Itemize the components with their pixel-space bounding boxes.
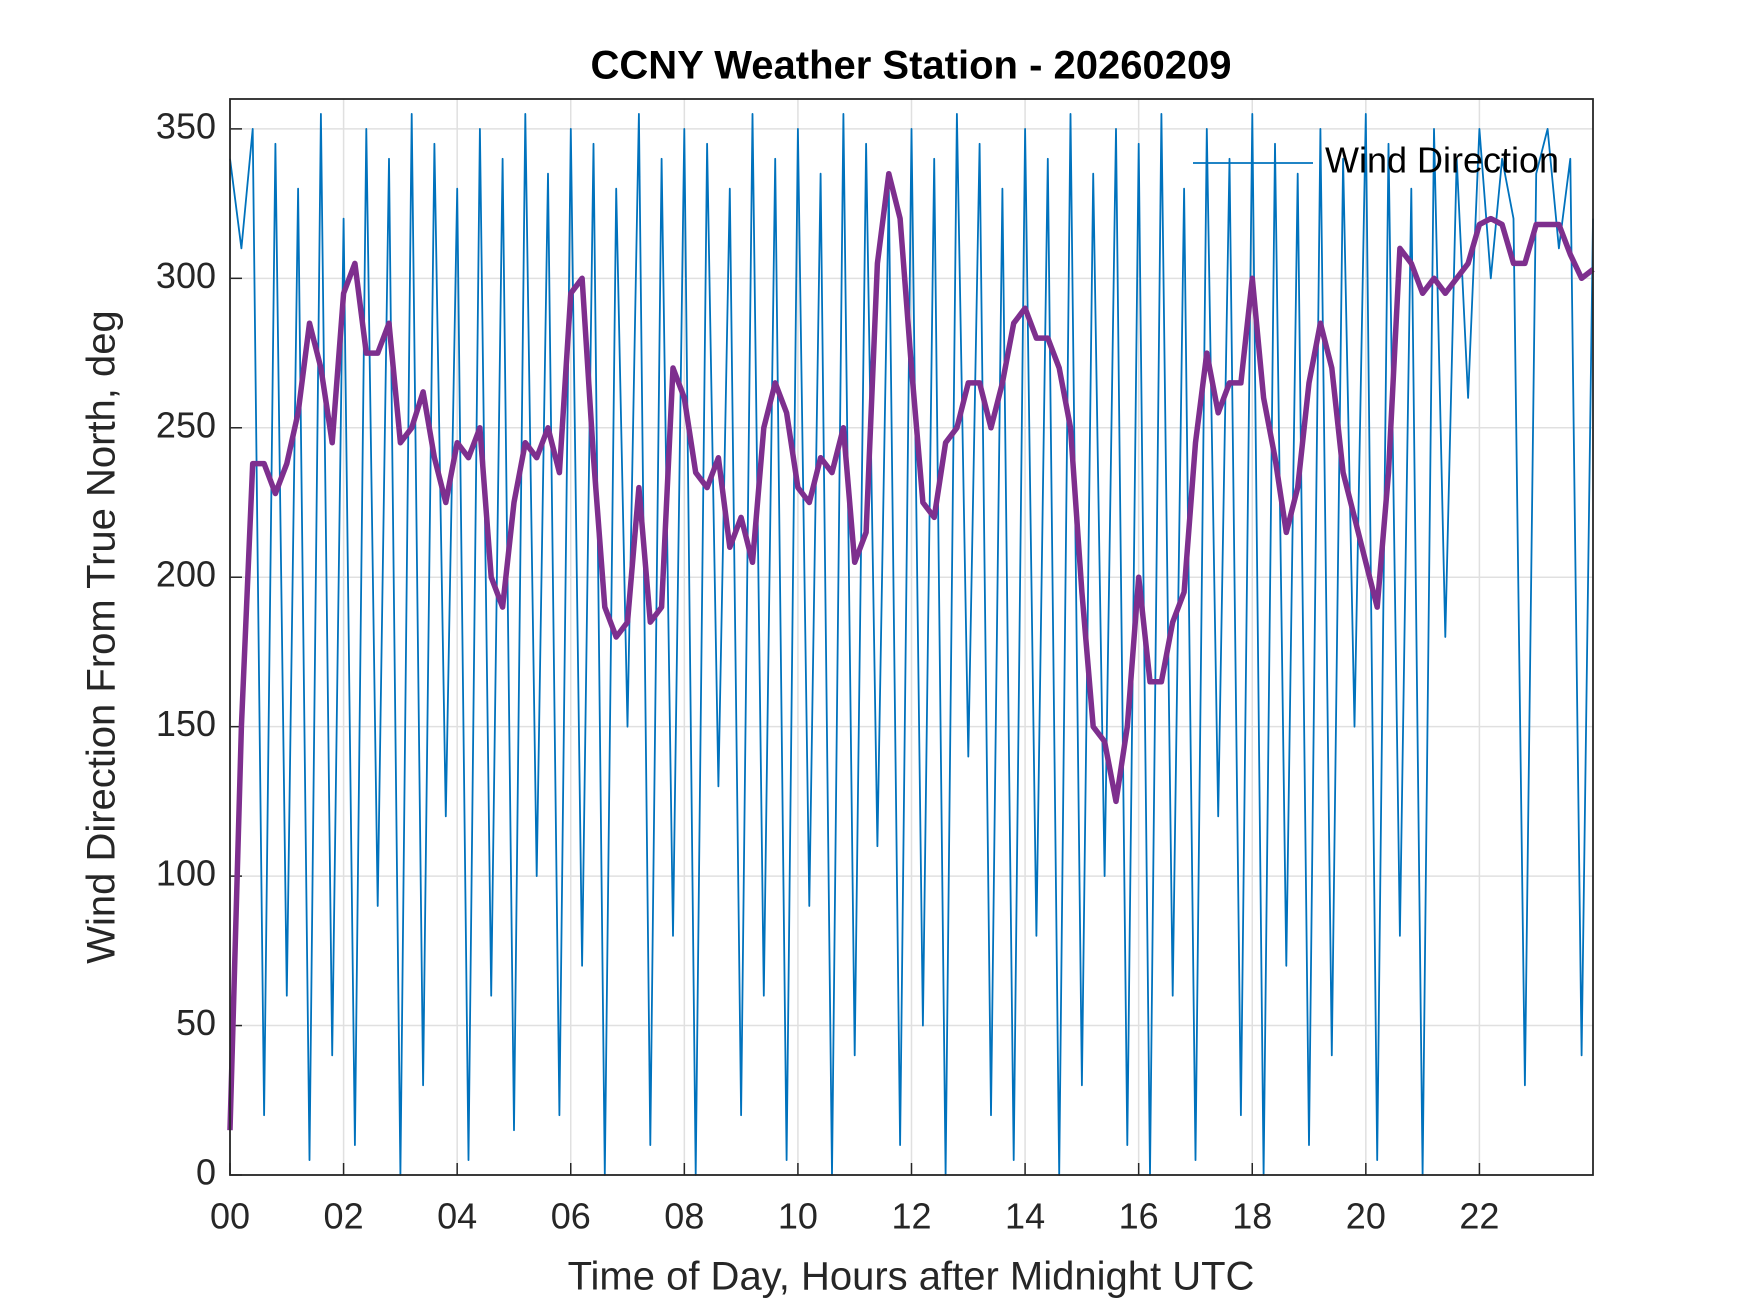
x-tick-label: 00: [210, 1196, 250, 1237]
chart-title: CCNY Weather Station - 20260209: [591, 44, 1232, 88]
x-tick-label: 04: [437, 1196, 477, 1237]
x-tick-label: 08: [664, 1196, 704, 1237]
plot-frame: [229, 98, 1594, 1176]
x-tick-label: 16: [1119, 1196, 1159, 1237]
y-tick-label: 300: [156, 255, 216, 296]
legend-label: Wind Direction: [1325, 140, 1559, 181]
y-tick-label: 250: [156, 404, 216, 445]
y-tick-label: 150: [156, 703, 216, 744]
x-tick-label: 20: [1346, 1196, 1386, 1237]
x-tick-label: 18: [1232, 1196, 1272, 1237]
x-tick-label: 02: [324, 1196, 364, 1237]
x-axis-label: Time of Day, Hours after Midnight UTC: [568, 1255, 1255, 1299]
x-tick-label: 10: [778, 1196, 818, 1237]
y-axis-label: Wind Direction From True North, deg: [80, 310, 124, 964]
x-tick-label: 14: [1005, 1196, 1045, 1237]
y-tick-label: 50: [176, 1002, 216, 1043]
x-tick-label: 06: [551, 1196, 591, 1237]
y-tick-label: 350: [156, 105, 216, 146]
data-line: [229, 113, 1594, 1176]
data-line: [227, 170, 1595, 1131]
y-tick-label: 100: [156, 853, 216, 894]
x-tick-label: 12: [891, 1196, 931, 1237]
x-tick-label: 22: [1459, 1196, 1499, 1237]
y-tick-label: 200: [156, 554, 216, 595]
y-tick-label: 0: [196, 1152, 216, 1193]
